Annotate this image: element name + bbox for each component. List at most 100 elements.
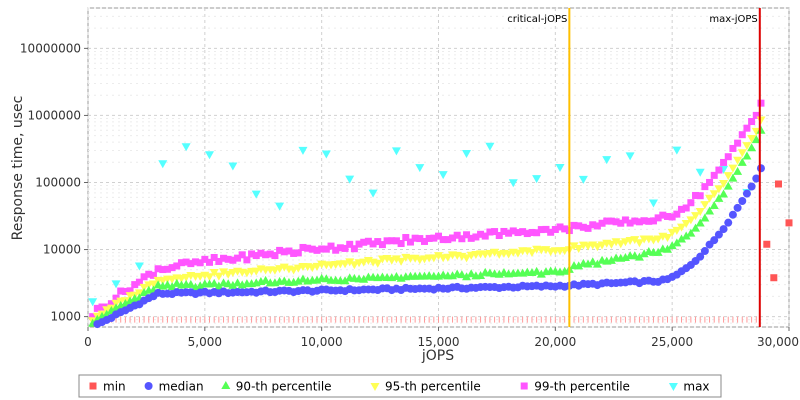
99-th-percentile-point	[509, 227, 517, 235]
90-th-percentile-point	[391, 272, 401, 281]
median-point	[724, 218, 733, 227]
99-th-percentile-point	[505, 229, 513, 237]
99-th-percentile-point	[463, 231, 471, 239]
99-th-percentile-point	[341, 244, 349, 252]
90-th-percentile-point	[634, 252, 644, 261]
99-th-percentile-point	[500, 227, 508, 235]
99-th-percentile-point	[631, 217, 639, 225]
legend-max-marker	[668, 383, 678, 391]
99-th-percentile-point	[378, 241, 386, 249]
95-th-percentile-point	[677, 223, 687, 232]
90-th-percentile-point	[662, 244, 672, 253]
99-th-percentile-point	[168, 264, 176, 272]
95-th-percentile-point	[139, 283, 149, 292]
90-th-percentile-point	[733, 166, 743, 175]
95-th-percentile-point	[597, 241, 607, 250]
max-point	[532, 175, 542, 184]
99-th-percentile-point	[140, 273, 148, 281]
99-th-percentile-point	[523, 230, 531, 238]
max-point	[695, 168, 705, 177]
99-th-percentile-point	[687, 199, 695, 207]
99-th-percentile-point	[561, 225, 569, 233]
95-th-percentile-point	[443, 253, 453, 262]
x-axis-title: jOPS	[421, 348, 454, 364]
99-th-percentile-point	[551, 225, 559, 233]
95-th-percentile-point	[205, 273, 215, 282]
median-point	[747, 182, 756, 191]
99-th-percentile-point	[416, 235, 424, 243]
90-th-percentile-point	[462, 272, 472, 281]
99-th-percentile-point	[514, 229, 522, 237]
99-th-percentile-point	[93, 304, 101, 312]
99-th-percentile-point	[439, 236, 447, 244]
y-tick-label: 10000000	[20, 41, 81, 55]
99-th-percentile-point	[682, 204, 690, 212]
99-th-percentile-point	[243, 256, 251, 264]
95-th-percentile-point	[723, 172, 733, 181]
99-th-percentile-point	[710, 171, 718, 179]
99-th-percentile-point	[262, 251, 270, 259]
y-tick-label: 1000	[50, 310, 81, 324]
90-th-percentile-point	[677, 234, 687, 243]
90-th-percentile-point	[728, 173, 738, 182]
95-th-percentile-point	[733, 156, 743, 165]
x-tick-label: 20,000	[534, 335, 576, 349]
max-point	[275, 202, 285, 211]
max-point	[648, 199, 658, 208]
99-th-percentile-point	[472, 233, 480, 241]
max-point	[625, 152, 635, 161]
90-th-percentile-point	[457, 270, 467, 279]
95-th-percentile-point	[695, 208, 705, 217]
99-th-percentile-point	[210, 253, 218, 261]
x-axis-ticks: 0 5,000 10,000 15,000 20,000 25,000 30,000	[84, 327, 799, 349]
90-th-percentile-point	[536, 269, 546, 278]
median-point	[696, 252, 705, 261]
95-th-percentile-point	[742, 142, 752, 151]
90-th-percentile-point	[686, 228, 696, 237]
x-tick-label: 25,000	[651, 335, 693, 349]
max-point	[111, 280, 121, 289]
critical-jops-label: critical-jOPS	[507, 14, 567, 25]
max-point	[368, 189, 378, 198]
99-th-percentile-point	[149, 271, 157, 279]
max-point	[555, 163, 565, 172]
99-th-percentile-point	[154, 265, 162, 273]
95-th-percentile-point	[373, 259, 383, 268]
99-th-percentile-point	[177, 259, 185, 267]
99-th-percentile-point	[224, 255, 232, 263]
99-th-percentile-point	[491, 228, 499, 236]
95-th-percentile-point	[630, 236, 640, 245]
90-th-percentile-point	[751, 135, 761, 144]
99-th-percentile-point	[355, 240, 363, 248]
max-point	[672, 146, 682, 155]
y-tick-label: 100000	[35, 175, 81, 189]
min-point	[774, 180, 782, 188]
90-th-percentile-point	[214, 281, 224, 290]
99-th-percentile-point	[383, 237, 391, 245]
90-th-percentile-point	[466, 269, 476, 278]
95-th-percentile-point	[223, 270, 233, 279]
90-th-percentile-point	[588, 257, 598, 266]
legend-min-label: min	[103, 380, 126, 394]
95-th-percentile-point	[569, 242, 579, 251]
99-th-percentile-point	[645, 217, 653, 225]
99-th-percentile-point	[107, 300, 115, 308]
90-th-percentile-point	[228, 280, 238, 289]
legend-99-th-percentile-label: 99-th percentile	[534, 380, 630, 394]
99-th-percentile-point	[318, 245, 326, 253]
99-th-percentile-point	[752, 111, 760, 119]
99-th-percentile-point	[635, 218, 643, 226]
legend-box	[78, 374, 722, 398]
99-th-percentile-point	[430, 234, 438, 242]
99-th-percentile-point	[196, 259, 204, 267]
99-th-percentile-point	[182, 258, 190, 266]
95-th-percentile-point	[434, 252, 443, 261]
legend-90-th-percentile-label: 90-th percentile	[236, 380, 332, 394]
99-th-percentile-point	[374, 238, 382, 246]
99-th-percentile-point	[528, 228, 536, 236]
x-tick-label: 5,000	[188, 335, 222, 349]
99-th-percentile-point	[640, 217, 648, 225]
median-point	[710, 236, 719, 245]
99-th-percentile-point	[435, 232, 442, 240]
99-th-percentile-point	[308, 245, 316, 253]
